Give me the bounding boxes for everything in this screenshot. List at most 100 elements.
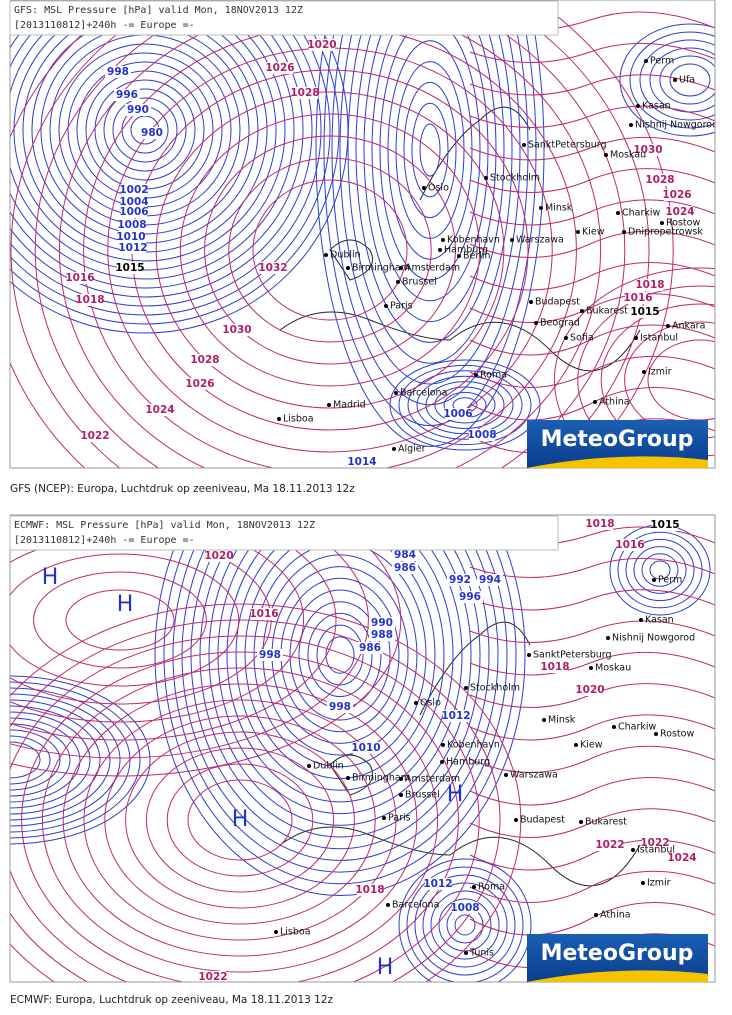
label-backdrop (121, 206, 147, 218)
map-border (9, 0, 716, 469)
isobar-label: 1020 (204, 550, 233, 562)
low-isobar (190, 515, 490, 850)
isobar-label: 1018 (75, 294, 104, 306)
city-label: Brussel (402, 277, 437, 288)
high-isobar (469, 355, 715, 388)
isobar-label: 992 (449, 574, 471, 586)
high-isobar (577, 285, 715, 468)
low-isobar (419, 123, 441, 177)
low-isobar (398, 858, 532, 982)
high-isobar (166, 763, 314, 877)
label-backdrop (457, 591, 483, 603)
city-dot (606, 636, 610, 640)
isobar-label: 1004 (119, 196, 148, 208)
label-backdrop (187, 378, 213, 390)
city-label: Lisboa (280, 927, 311, 938)
high-isobar (469, 870, 715, 903)
high-isobar (83, 699, 397, 941)
low-isobar (619, 23, 715, 137)
header-line: GFS: MSL Pressure [hPa] valid Mon, 18NOV… (14, 5, 303, 16)
isobar-label: 988 (371, 629, 393, 641)
high-isobar (10, 0, 674, 468)
high-isobar (469, 745, 715, 773)
low-isobar (371, 0, 489, 302)
high-isobar (10, 0, 650, 468)
isobar-label: 990 (127, 104, 149, 116)
city-dot (539, 206, 543, 210)
isobar-label: 1016 (249, 608, 278, 620)
isobar-label: 1030 (222, 324, 251, 336)
low-isobar (411, 102, 449, 198)
city-label: Nishnij Nowgorod (635, 120, 718, 131)
city-label: Tunis (469, 948, 494, 959)
high-isobar (10, 515, 402, 777)
low-isobar (659, 55, 715, 105)
low-isobar (10, 0, 340, 325)
label-backdrop (632, 306, 658, 318)
city-dot (522, 143, 526, 147)
coastline (279, 621, 641, 887)
isobar-label: 1015 (630, 306, 659, 318)
city-dot (399, 793, 403, 797)
label-backdrop (652, 519, 678, 531)
isobar-label: 1010 (351, 742, 380, 754)
city-dot (384, 304, 388, 308)
city-label: Paris (390, 301, 413, 312)
map-panel: 1018 101510201016101699898498699098898699… (9, 514, 716, 1006)
high-isobar (10, 603, 522, 982)
isobar-label: 1022 (198, 971, 227, 983)
label-backdrop (121, 196, 147, 208)
low-isobar (416, 375, 514, 435)
isobar-label: 1030 (633, 144, 662, 156)
city-label: Roma (478, 882, 505, 893)
isobar-label: 1012 (423, 878, 452, 890)
label-backdrop (669, 852, 695, 864)
city-label: Izmir (648, 367, 672, 378)
high-isobar (469, 839, 715, 871)
low-isobar (10, 693, 121, 827)
city-dot (441, 743, 445, 747)
city-label: Dnipropetrowsk (628, 227, 703, 238)
city-dot (484, 176, 488, 180)
low-isobar (10, 675, 151, 845)
high-isobar (145, 747, 335, 893)
high-isobar (34, 0, 626, 468)
low-isobar (10, 717, 81, 803)
pressure-center-marker: H (377, 955, 394, 980)
isobar-label: 986 (394, 562, 416, 574)
city-dot (642, 370, 646, 374)
low-isobar (289, 589, 391, 721)
low-isobar (94, 79, 196, 181)
isobar-label: 996 (116, 89, 138, 101)
low-isobar (403, 81, 457, 219)
low-isobar (10, 735, 51, 785)
city-dot (580, 309, 584, 313)
isobar-label: 1018 (635, 279, 664, 291)
high-isobar (10, 515, 337, 741)
city-dot (673, 78, 677, 82)
low-isobar (10, 0, 313, 298)
low-isobar (217, 515, 463, 815)
high-isobar (469, 902, 715, 936)
city-label: Oslo (428, 183, 449, 194)
low-isobar (103, 88, 187, 172)
isobar-label: 1010 (116, 231, 145, 243)
isobar-label: 994 (479, 574, 501, 586)
city-label: Sofia (570, 333, 594, 344)
label-backdrop (369, 617, 395, 629)
low-isobar (163, 515, 517, 885)
city-dot (579, 820, 583, 824)
city-label: Charkiw (622, 208, 661, 219)
isobar-label: 996 (459, 591, 481, 603)
low-isobar (617, 531, 703, 609)
high-isobar (469, 105, 715, 128)
low-isobar (181, 515, 499, 861)
city-dot (529, 300, 533, 304)
city-label: Budapest (535, 297, 580, 308)
isobar-label: 1002 (119, 184, 148, 196)
low-isobar (307, 612, 373, 698)
city-label: Brussel (405, 790, 440, 801)
city-dot (593, 400, 597, 404)
city-label: Kiew (582, 227, 605, 238)
